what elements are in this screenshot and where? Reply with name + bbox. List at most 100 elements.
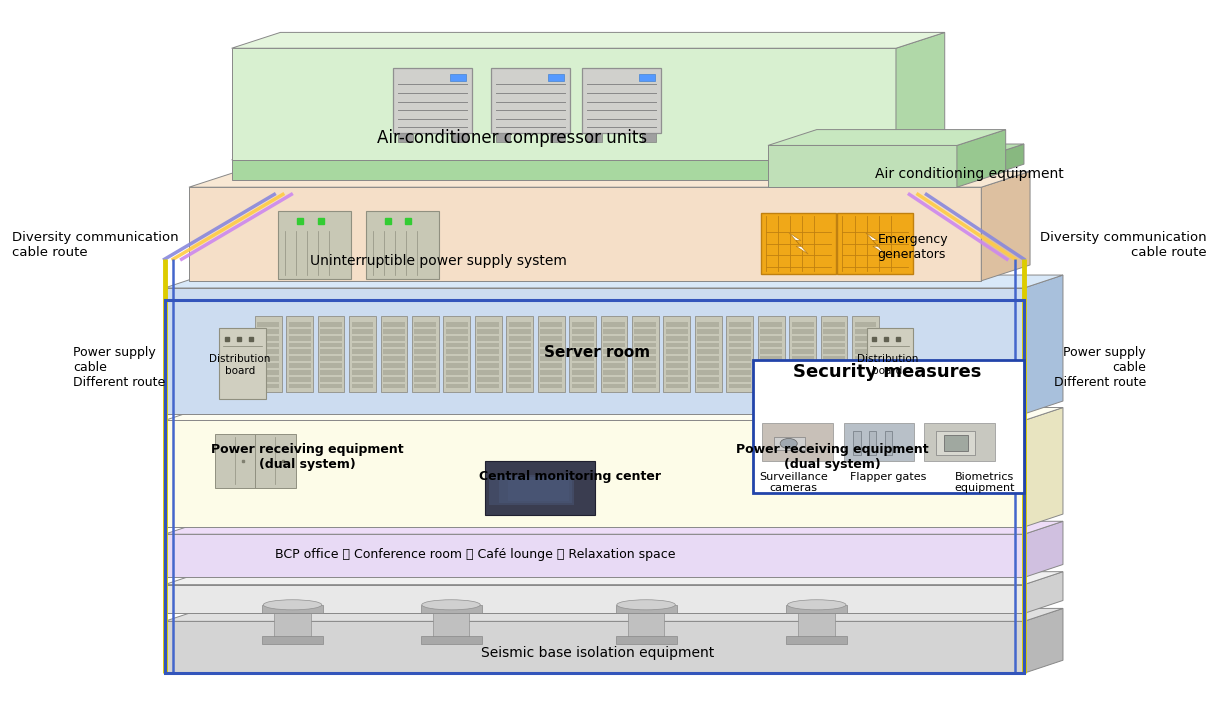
Bar xyxy=(262,636,323,644)
Bar xyxy=(414,384,436,389)
Bar xyxy=(538,316,564,392)
Polygon shape xyxy=(865,233,885,254)
Bar xyxy=(791,336,813,341)
Bar xyxy=(774,437,805,450)
Bar xyxy=(852,316,879,392)
Polygon shape xyxy=(1024,408,1063,527)
Bar xyxy=(289,384,311,389)
Bar xyxy=(446,377,468,382)
Bar xyxy=(446,370,468,374)
Bar xyxy=(628,613,664,637)
Bar xyxy=(289,322,311,327)
Bar xyxy=(278,210,351,279)
Bar xyxy=(729,343,751,347)
Polygon shape xyxy=(957,130,1006,187)
Bar xyxy=(508,343,530,347)
Bar xyxy=(421,605,482,613)
Bar xyxy=(414,336,436,341)
Polygon shape xyxy=(165,608,1063,621)
Bar xyxy=(289,329,311,334)
Bar xyxy=(257,349,279,354)
Bar xyxy=(572,329,594,334)
Polygon shape xyxy=(1024,572,1063,613)
Text: Surveillance
cameras: Surveillance cameras xyxy=(759,472,828,493)
Bar xyxy=(572,356,594,361)
Bar xyxy=(761,384,783,389)
Bar xyxy=(791,322,813,327)
Bar xyxy=(823,356,845,361)
Bar xyxy=(540,336,562,341)
Bar xyxy=(603,377,625,382)
Bar xyxy=(761,329,783,334)
Text: Power supply
cable
Different route: Power supply cable Different route xyxy=(1053,346,1146,389)
Bar xyxy=(697,329,719,334)
Bar xyxy=(508,349,530,354)
Polygon shape xyxy=(165,521,1063,534)
Bar xyxy=(412,316,439,392)
Bar xyxy=(383,336,405,341)
Bar xyxy=(540,329,562,334)
Text: Distribution
board: Distribution board xyxy=(210,354,271,376)
Bar xyxy=(761,343,783,347)
Bar xyxy=(318,316,345,392)
Bar xyxy=(729,377,751,382)
Text: Diversity communication
cable route: Diversity communication cable route xyxy=(12,231,179,258)
Bar xyxy=(289,356,311,361)
Bar xyxy=(321,370,343,374)
Bar xyxy=(255,433,296,488)
Polygon shape xyxy=(189,171,1030,187)
Bar xyxy=(540,377,562,382)
Bar xyxy=(791,370,813,374)
Bar xyxy=(351,322,373,327)
Polygon shape xyxy=(165,621,1024,673)
Bar xyxy=(634,363,656,368)
Bar xyxy=(666,356,688,361)
Bar xyxy=(936,431,975,455)
Bar xyxy=(761,356,783,361)
Bar xyxy=(446,343,468,347)
Bar xyxy=(666,343,688,347)
Polygon shape xyxy=(165,572,1063,585)
Bar xyxy=(666,329,688,334)
Bar xyxy=(855,343,876,347)
Polygon shape xyxy=(189,187,981,281)
Bar xyxy=(855,336,876,341)
Bar xyxy=(286,316,313,392)
Bar xyxy=(383,329,405,334)
Bar xyxy=(508,336,530,341)
Bar xyxy=(666,363,688,368)
Bar xyxy=(321,349,343,354)
Bar xyxy=(855,322,876,327)
Bar xyxy=(257,370,279,374)
Bar xyxy=(924,423,995,461)
Text: Diversity communication
cable route: Diversity communication cable route xyxy=(1040,231,1207,258)
Bar xyxy=(727,316,753,392)
Bar xyxy=(761,213,836,274)
Bar xyxy=(399,133,412,142)
Bar xyxy=(758,316,785,392)
Bar xyxy=(349,316,375,392)
Bar xyxy=(257,322,279,327)
Text: Biometrics
equipment: Biometrics equipment xyxy=(954,472,1015,493)
Bar xyxy=(833,433,874,488)
Bar xyxy=(634,356,656,361)
Bar xyxy=(823,363,845,368)
Bar xyxy=(823,349,845,354)
Bar xyxy=(414,370,436,374)
Bar xyxy=(446,336,468,341)
Bar xyxy=(761,370,783,374)
Bar xyxy=(421,636,482,644)
Bar xyxy=(383,363,405,368)
Bar xyxy=(572,370,594,374)
Circle shape xyxy=(780,438,797,449)
Bar xyxy=(697,384,719,389)
Bar xyxy=(820,316,847,392)
Bar xyxy=(631,316,658,392)
Bar xyxy=(321,322,343,327)
Bar xyxy=(489,475,574,505)
Text: Air-conditioner compressor units: Air-conditioner compressor units xyxy=(377,130,647,148)
Bar xyxy=(867,328,913,399)
Bar xyxy=(351,336,373,341)
Bar xyxy=(603,356,625,361)
Bar xyxy=(572,322,594,327)
